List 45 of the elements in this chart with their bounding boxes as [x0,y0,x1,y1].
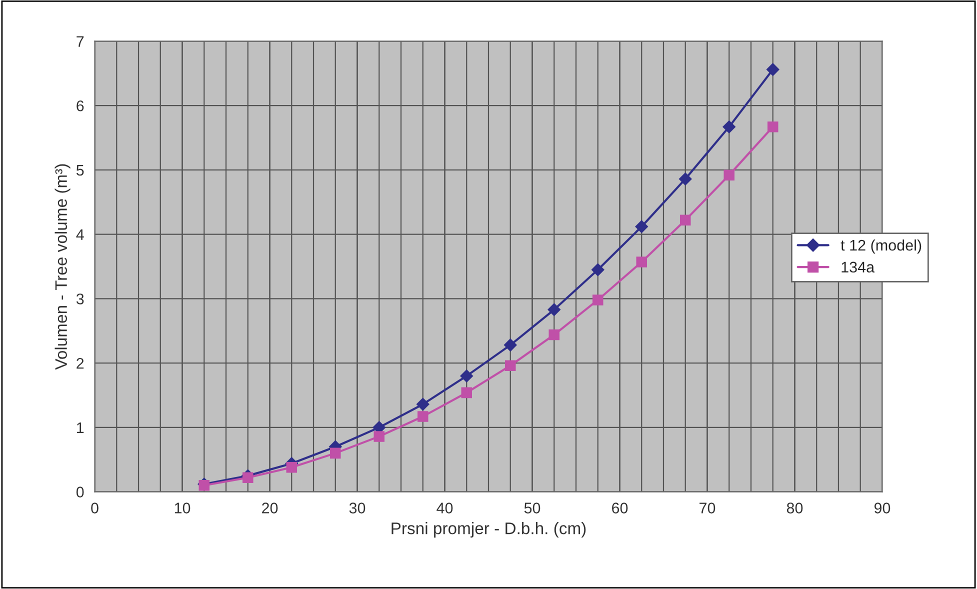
y-tick-label: 5 [76,164,84,176]
x-tick-label: 10 [174,502,190,514]
x-tick-label: 90 [874,502,890,514]
x-tick-label: 0 [91,502,98,514]
y-tick-label: 4 [76,229,84,240]
x-tick-label: 50 [524,502,540,514]
point [417,411,428,422]
point [636,256,647,268]
point [374,431,385,442]
x-tick-label: 80 [786,502,803,514]
point [548,303,561,316]
x-tick-label: 60 [612,502,628,514]
legend-label: t 12 (model) [840,239,922,254]
point [504,338,517,352]
point [767,121,778,132]
point [548,329,560,340]
y-axis-title: Volumen - Tree volume (m³) [54,164,70,370]
y-tick-label: 7 [76,36,84,47]
x-tick-label: 40 [436,502,453,514]
point [461,387,472,398]
point [242,472,254,484]
point [680,214,691,226]
x-axis-title: Prsni promjer - D.b.h. (cm) [392,522,586,538]
x-tick-label: 20 [262,502,278,514]
y-tick-label: 3 [76,294,84,304]
y-tick-label: 1 [77,422,84,433]
point [591,263,604,276]
point [766,63,780,76]
point [504,360,516,372]
point [330,448,341,459]
y-tick-label: 6 [76,100,84,112]
y-tick-label: 2 [76,358,84,369]
point [678,172,692,186]
legend-label: 134a [842,262,875,273]
point [286,462,298,473]
point [416,398,430,411]
point [722,120,736,134]
point [592,294,604,306]
y-tick-label: 0 [76,486,84,498]
point [724,170,734,180]
x-tick-label: 30 [349,502,366,514]
point [198,480,210,491]
point [635,220,648,234]
x-tick-label: 70 [700,502,716,514]
point [460,370,474,382]
